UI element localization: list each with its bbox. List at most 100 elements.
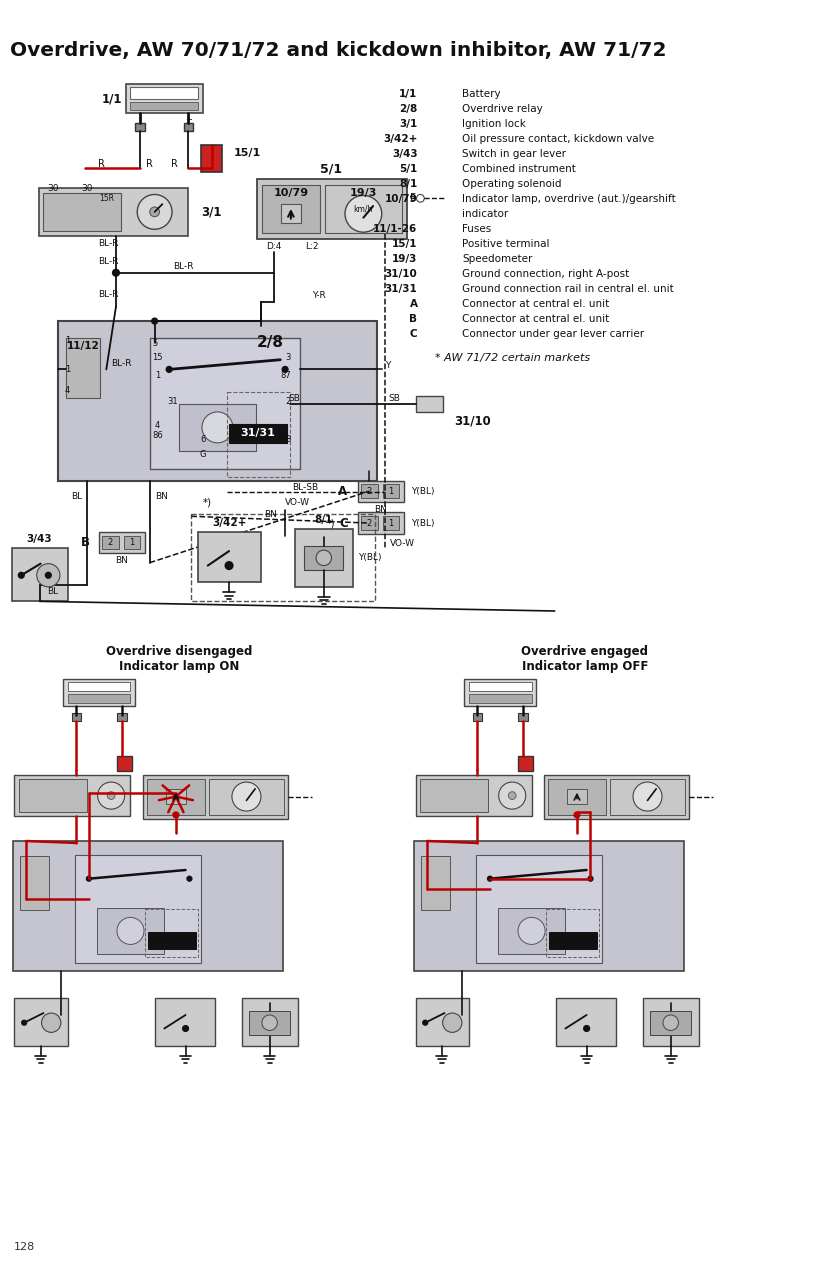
Circle shape [583,1025,589,1032]
Text: 30: 30 [82,183,93,192]
Text: 1/1: 1/1 [102,92,122,105]
Bar [469,694,531,703]
Text: indicator: indicator [462,209,508,219]
Text: 5/1: 5/1 [400,164,418,174]
Text: 86: 86 [152,430,163,439]
Text: 11/1-26: 11/1-26 [373,224,418,234]
Bar [124,535,140,549]
Text: 30: 30 [48,183,59,192]
Text: VO-W: VO-W [285,498,310,507]
Bar [21,856,49,910]
Bar [15,997,68,1046]
Circle shape [282,366,288,372]
Circle shape [518,918,545,945]
Bar [421,856,451,910]
Text: 15/1: 15/1 [392,239,418,248]
Text: C: C [410,329,418,339]
Bar [227,392,290,476]
Text: Y(BL): Y(BL) [358,553,381,562]
Bar [304,547,343,571]
Circle shape [262,1015,278,1030]
Text: B: B [410,314,418,324]
Bar [179,404,256,451]
Text: 2/8: 2/8 [257,335,284,349]
Text: Connector under gear lever carrier: Connector under gear lever carrier [462,329,644,339]
Bar [414,841,684,972]
Text: R: R [171,159,177,169]
Bar [295,529,353,586]
Text: Y: Y [385,361,390,370]
Bar [135,123,145,131]
Text: BL-R: BL-R [111,360,132,369]
Text: 2: 2 [285,397,291,406]
Bar [518,713,527,721]
Text: A: A [338,485,347,498]
Text: 1: 1 [65,335,70,344]
Circle shape [488,877,493,881]
Text: 19/3: 19/3 [349,188,377,197]
Text: Overdrive relay: Overdrive relay [462,104,543,114]
Circle shape [117,918,144,945]
Text: Positive terminal: Positive terminal [462,239,550,248]
Bar [12,548,68,602]
Text: 1: 1 [65,365,70,374]
Bar [39,188,189,236]
Bar [191,515,375,602]
Text: VO-W: VO-W [390,539,414,548]
Bar [358,512,404,534]
Text: 8/1: 8/1 [400,179,418,189]
Text: Fuses: Fuses [462,224,491,234]
Text: 5: 5 [152,339,157,348]
Bar [325,184,402,233]
Circle shape [107,792,115,800]
Bar [75,855,201,963]
Circle shape [187,877,192,881]
Bar [382,484,399,498]
Circle shape [508,792,516,800]
Bar [68,694,130,703]
Text: 3: 3 [285,353,291,362]
Text: 19/3: 19/3 [392,253,418,264]
Text: Ground connection, right A-post: Ground connection, right A-post [462,269,630,279]
Text: Ignition lock: Ignition lock [462,119,526,129]
Bar [208,780,284,815]
Text: 3/42+: 3/42+ [212,518,246,529]
Bar [518,756,533,772]
Bar [130,87,198,99]
Circle shape [150,207,160,216]
Text: 31/31: 31/31 [241,429,275,438]
Bar [117,713,127,721]
Bar [19,780,87,812]
Text: BN: BN [155,492,167,500]
Bar [464,678,536,705]
Text: 8/1: 8/1 [315,515,333,525]
Text: 1: 1 [388,486,393,495]
Bar [130,101,198,110]
Text: km/h: km/h [353,205,373,214]
Text: Indicator lamp, overdrive (aut.)/gearshift: Indicator lamp, overdrive (aut.)/gearshi… [462,195,676,204]
Text: E: E [410,193,416,204]
Text: 3/1: 3/1 [201,205,222,219]
Bar [362,484,378,498]
Text: *): *) [203,498,212,508]
Bar [544,776,689,819]
Bar [229,424,287,443]
Circle shape [173,812,179,818]
Text: 2: 2 [367,486,372,495]
Bar [147,780,205,815]
Bar [147,932,196,950]
Bar [145,909,198,957]
Bar [415,776,531,815]
Circle shape [588,877,593,881]
Bar [58,321,377,480]
Text: R: R [98,159,105,169]
Text: 11/12: 11/12 [67,342,100,351]
Bar [117,756,133,772]
Bar [63,678,135,705]
Text: 128: 128 [13,1242,35,1252]
Bar [150,338,300,468]
Text: BL-R: BL-R [99,257,119,266]
Text: 5/1: 5/1 [321,163,343,175]
Circle shape [138,195,172,229]
Bar [476,855,602,963]
